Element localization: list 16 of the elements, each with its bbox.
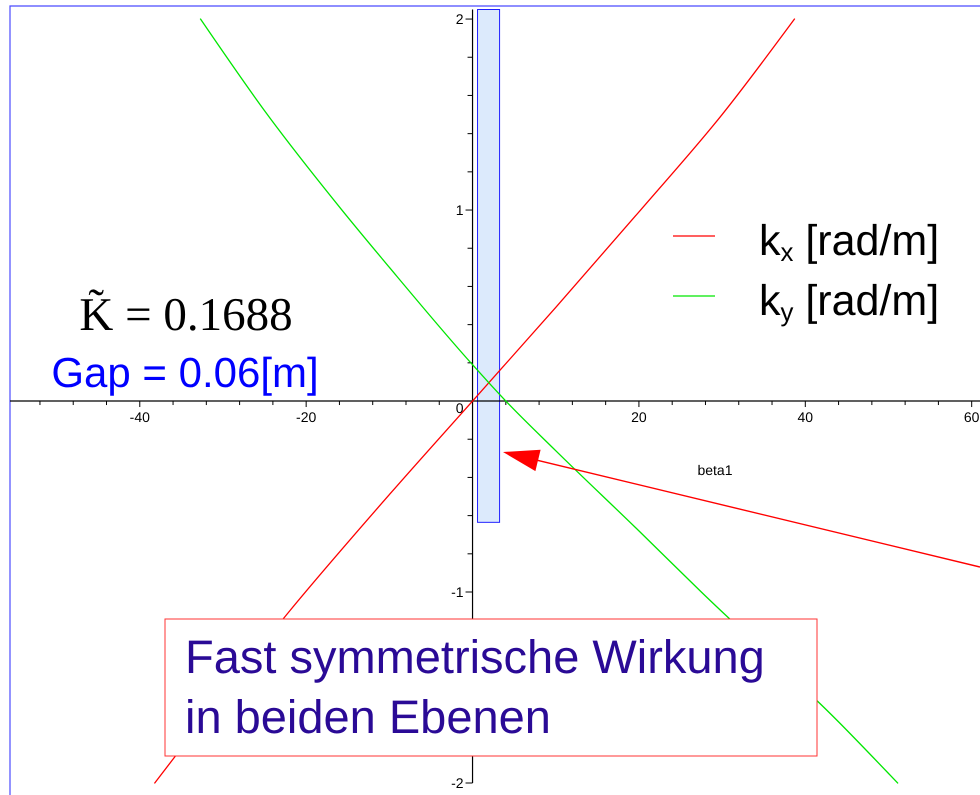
annotation: K̃ = 0.1688 <box>79 288 293 341</box>
legend-label: k$_{x}$ [rad/m] <box>759 217 940 267</box>
y-tick-label: -2 <box>451 775 464 791</box>
x-tick-label: -20 <box>296 409 316 426</box>
y-tick-label: -1 <box>451 584 464 600</box>
y-tick-label: 2 <box>456 11 464 28</box>
x-tick-label: 40 <box>798 409 814 426</box>
x-axis-title: beta1 <box>697 462 733 478</box>
annotation: Fast symmetrische Wirkung in beiden Ebenen <box>185 630 765 743</box>
legend-label: k$_{y}$ [rad/m] <box>759 277 940 327</box>
x-tick-label: 20 <box>631 409 647 426</box>
y-tick-label: 1 <box>456 202 464 218</box>
y-tick-label: 0 <box>456 400 464 416</box>
x-tick-label: -40 <box>130 409 150 426</box>
annotation: Gap = 0.06[m] <box>51 349 319 396</box>
x-tick-label: 60 <box>964 409 980 426</box>
